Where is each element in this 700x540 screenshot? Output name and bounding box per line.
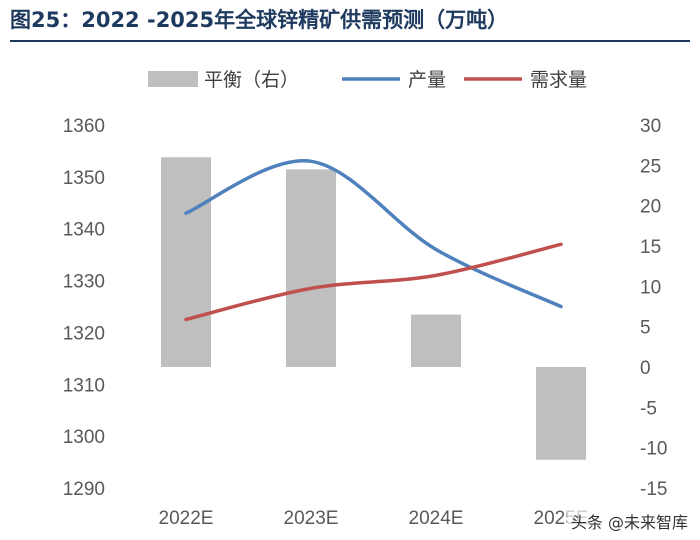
x-tick-label: 2023E (284, 508, 339, 529)
legend-production: 产量 (408, 69, 446, 91)
x-tick-label: 2024E (409, 508, 464, 529)
legend-demand: 需求量 (530, 69, 587, 91)
right-tick-label: -5 (640, 398, 657, 419)
series-lines (184, 159, 563, 322)
right-tick-label: 5 (640, 318, 651, 339)
left-axis-ticks: 1360 1350 1340 1330 1320 1310 1300 1290 (63, 116, 105, 500)
right-tick-label: 0 (640, 358, 651, 379)
legend: 平衡（右） 产量 需求量 (148, 69, 587, 91)
left-tick-label: 1310 (63, 375, 105, 396)
page-title: 图25：2022 -2025年全球锌精矿供需预测（万吨） (10, 8, 509, 32)
left-tick-label: 1300 (63, 427, 105, 448)
x-axis-ticks: 2022E 2023E 2024E 2025E (159, 508, 589, 529)
right-tick-label: 25 (640, 156, 661, 177)
balance-bar (161, 157, 211, 367)
left-tick-label: 1350 (63, 168, 105, 189)
balance-bar (286, 169, 336, 367)
right-tick-label: -15 (640, 479, 667, 500)
title-divider (10, 40, 690, 42)
right-tick-label: 20 (640, 197, 661, 218)
right-tick-label: 10 (640, 277, 661, 298)
production-line (184, 159, 563, 309)
x-tick-label: 2022E (159, 508, 214, 529)
watermark: 头条 @未来智库 (566, 508, 692, 534)
right-tick-label: 15 (640, 237, 661, 258)
left-tick-label: 1330 (63, 272, 105, 293)
right-tick-label: -10 (640, 439, 667, 460)
balance-bars (161, 157, 586, 460)
left-tick-label: 1340 (63, 220, 105, 241)
left-tick-label: 1360 (63, 116, 105, 137)
right-tick-label: 30 (640, 116, 661, 137)
legend-swatch (148, 71, 198, 87)
right-axis-ticks: 30 25 20 15 10 5 0 -5 -10 -15 (640, 116, 667, 500)
legend-balance: 平衡（右） (204, 69, 299, 91)
balance-bar (411, 314, 461, 367)
balance-bar (536, 367, 586, 460)
left-tick-label: 1290 (63, 479, 105, 500)
left-tick-label: 1320 (63, 323, 105, 344)
demand-line (184, 242, 563, 322)
